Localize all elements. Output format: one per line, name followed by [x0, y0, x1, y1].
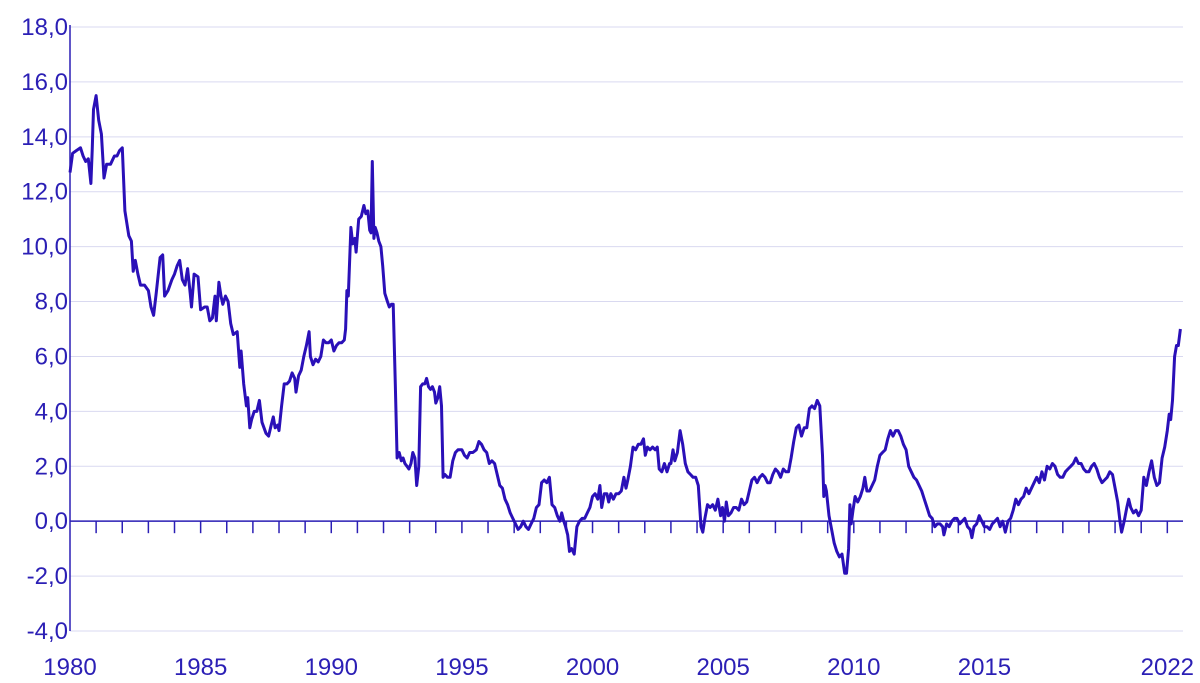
x-tick-label: 2010: [827, 654, 880, 681]
y-tick-label: 8,0: [35, 289, 68, 316]
y-tick-label: 14,0: [21, 124, 68, 151]
x-tick-label: 2022: [1141, 654, 1194, 681]
y-tick-label: 12,0: [21, 179, 68, 206]
y-tick-label: 16,0: [21, 69, 68, 96]
y-tick-label: 18,0: [21, 14, 68, 41]
series-line: [68, 94, 1182, 575]
y-tick-label: 2,0: [35, 453, 68, 480]
axes: [69, 25, 1183, 631]
x-tick-label: 1980: [43, 654, 96, 681]
tick-labels: 18,0 16,0 14,0 12,0 10,0 8,0 6,0 4,0 2,0 0,0 -2,0 -…: [21, 14, 1194, 681]
x-tick-label: 2000: [566, 654, 619, 681]
x-tick-label: 1995: [435, 654, 488, 681]
y-tick-label: 4,0: [35, 398, 68, 425]
y-tick-label: -2,0: [27, 563, 68, 590]
y-tick-label: -4,0: [27, 618, 68, 645]
x-tick-label: 1990: [305, 654, 358, 681]
y-tick-label: 6,0: [35, 343, 68, 370]
x-tick-label: 2005: [696, 654, 749, 681]
y-tick-label: 0,0: [35, 508, 68, 535]
x-tick-label: 2015: [958, 654, 1011, 681]
gridlines: [70, 26, 1183, 632]
y-tick-label: 10,0: [21, 234, 68, 261]
x-tick-label: 1985: [174, 654, 227, 681]
series: [68, 94, 1182, 575]
